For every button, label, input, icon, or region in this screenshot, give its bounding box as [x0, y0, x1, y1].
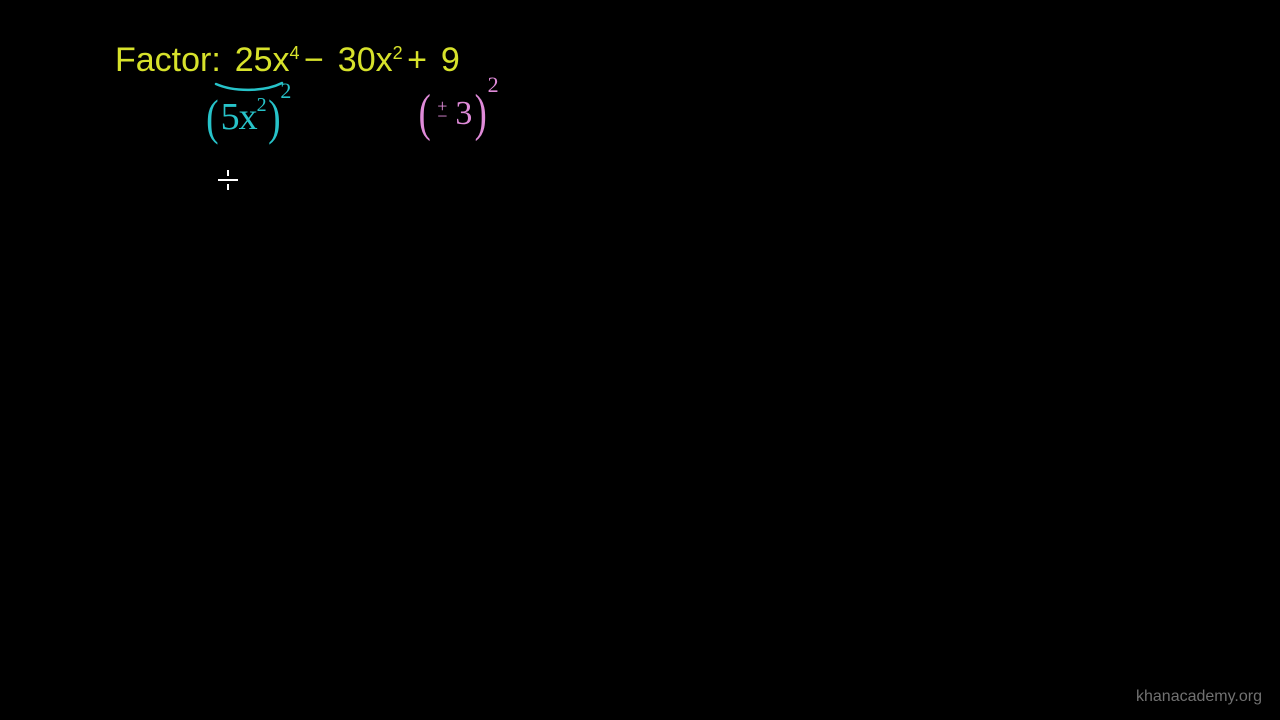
annotation-pm3-squared: (+−3)2: [416, 88, 501, 140]
anno-5x2-inner-exp: 2: [257, 94, 266, 116]
blackboard-canvas: Factor: 25x4 − 30x2 + 9 (5x2)2 (+−3)2 kh…: [0, 0, 1280, 720]
op-plus: +: [407, 41, 427, 79]
close-paren-icon: ): [475, 88, 487, 140]
anno-5x2-base: 5x2: [221, 96, 266, 138]
plus-minus-icon: +−: [433, 102, 451, 122]
open-paren-icon: (: [419, 88, 431, 140]
anno-pm3-value: 3: [451, 95, 472, 132]
problem-line: Factor: 25x4 − 30x2 + 9: [115, 43, 460, 77]
close-paren-icon: ): [268, 92, 280, 142]
term-1-exp: 4: [290, 43, 300, 63]
term-1-coeff: 25x: [225, 41, 289, 79]
open-paren-icon: (: [206, 92, 218, 142]
annotation-5x2-squared: (5x2)2: [204, 92, 293, 142]
anno-5x2-outer-exp: 2: [280, 78, 291, 103]
anno-pm3-outer-exp: 2: [488, 72, 499, 97]
term-2-exp: 2: [393, 43, 403, 63]
problem-label: Factor:: [115, 41, 221, 79]
watermark: khanacademy.org: [1136, 688, 1262, 706]
cursor-crosshair-icon: [218, 170, 238, 190]
op-minus: −: [304, 41, 324, 79]
term-3: 9: [431, 41, 459, 79]
term-2-coeff: 30x: [328, 41, 392, 79]
